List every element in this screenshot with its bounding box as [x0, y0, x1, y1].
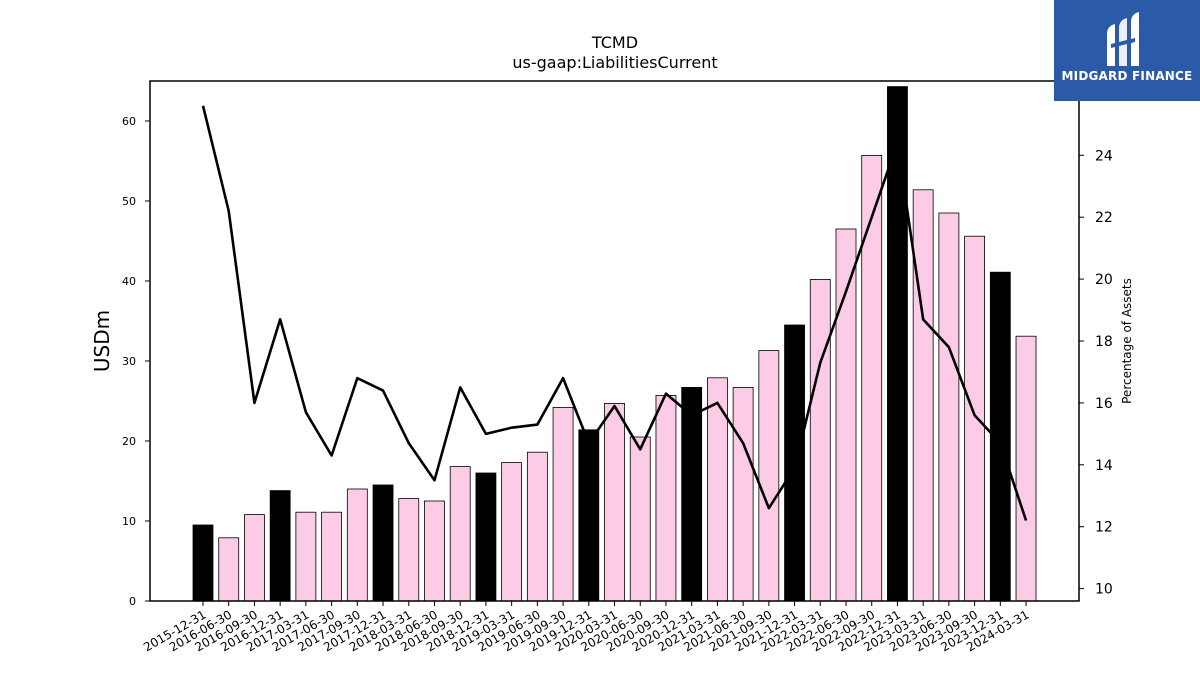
- y-tick-label: 30: [122, 355, 136, 368]
- bar: [295, 511, 317, 602]
- bar: [244, 514, 265, 602]
- bar: [809, 278, 831, 602]
- y-tick-label: 10: [122, 515, 136, 528]
- bar: [912, 189, 934, 602]
- bar: [655, 394, 677, 602]
- y-tick-label: 50: [122, 195, 136, 208]
- bar: [604, 402, 625, 602]
- bar: [1015, 335, 1037, 602]
- y2-tick-label: 18: [1095, 334, 1113, 350]
- brand-name: MIDGARD FINANCE: [1061, 69, 1193, 83]
- midgard-logo-icon: [1107, 12, 1139, 66]
- y-axis-right: 10 12 14 16 18 20 22 24: [1079, 148, 1113, 598]
- bar: [861, 154, 883, 602]
- percentage-line: [201, 105, 1028, 521]
- y-tick-label: 20: [122, 435, 136, 448]
- y2-tick-label: 14: [1095, 458, 1113, 474]
- chart-subtitle: us-gaap:LiabilitiesCurrent: [512, 53, 717, 72]
- bar: [398, 498, 420, 602]
- bar: [552, 406, 574, 602]
- bar: [629, 436, 651, 602]
- y2-tick-label: 10: [1095, 582, 1113, 598]
- bar: [578, 429, 600, 602]
- y-tick-label: 0: [129, 595, 136, 608]
- brand-logo: MIDGARD FINANCE: [1054, 0, 1200, 101]
- bars-layer: [192, 86, 1037, 602]
- bar: [218, 537, 240, 602]
- bar: [192, 524, 214, 602]
- bar: [681, 386, 703, 602]
- bar: [526, 451, 548, 602]
- y2-tick-label: 12: [1095, 520, 1113, 536]
- bar: [835, 228, 857, 602]
- x-axis: 2015-12-312016-06-302016-09-302016-12-31…: [141, 601, 1032, 654]
- y-tick-label: 60: [122, 115, 136, 128]
- y2-tick-label: 24: [1095, 148, 1113, 164]
- bar: [346, 488, 368, 602]
- bar: [372, 484, 394, 602]
- bar: [707, 377, 728, 602]
- bar: [449, 466, 471, 602]
- line-layer: [201, 105, 1028, 521]
- chart-title: TCMD: [591, 33, 638, 52]
- bar: [475, 472, 497, 602]
- y2-axis-label: Percentage of Assets: [1120, 278, 1134, 404]
- bar: [424, 500, 445, 602]
- y2-tick-label: 16: [1095, 396, 1113, 412]
- bar: [732, 386, 754, 602]
- bar: [321, 511, 343, 602]
- bar: [938, 212, 960, 602]
- y2-tick-label: 22: [1095, 210, 1113, 226]
- bar: [501, 462, 523, 602]
- y-tick-label: 40: [122, 275, 136, 288]
- bar: [758, 350, 780, 602]
- y-axis-label: USDm: [90, 310, 114, 372]
- bar: [964, 235, 985, 602]
- y-axis-left: 0 10 20 30 40 50 60: [122, 115, 150, 608]
- bar: [269, 490, 291, 602]
- y2-tick-label: 20: [1095, 272, 1113, 288]
